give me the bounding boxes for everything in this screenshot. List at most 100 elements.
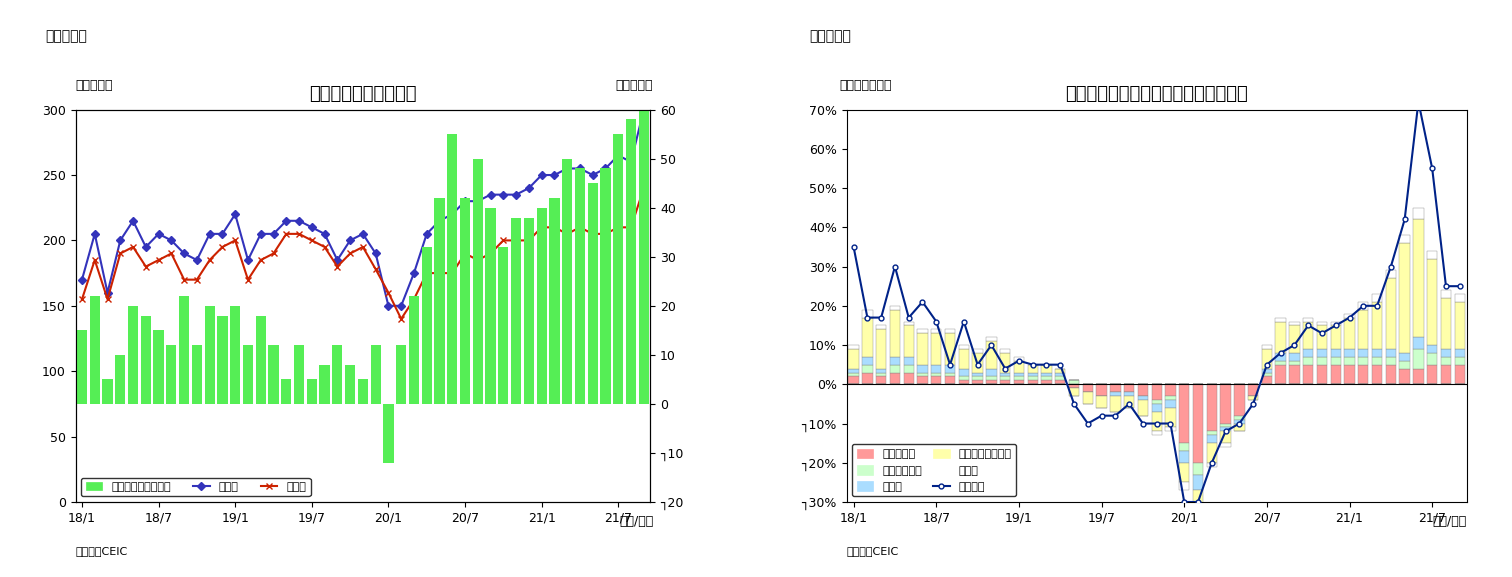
Bar bbox=[1400, 235, 1409, 243]
Text: （年/月）: （年/月） bbox=[1432, 515, 1467, 528]
Bar bbox=[1317, 325, 1328, 349]
Bar bbox=[986, 369, 996, 376]
Bar bbox=[1455, 365, 1465, 384]
Bar bbox=[1042, 365, 1052, 373]
Bar bbox=[307, 380, 318, 404]
Text: （億ドル）: （億ドル） bbox=[615, 80, 653, 92]
Bar bbox=[1220, 432, 1231, 443]
Bar bbox=[1261, 373, 1272, 376]
Bar bbox=[904, 325, 913, 357]
Bar bbox=[1427, 353, 1438, 365]
Bar bbox=[972, 380, 983, 384]
Bar bbox=[1220, 424, 1231, 428]
Bar bbox=[1317, 349, 1328, 357]
Bar bbox=[1414, 349, 1424, 369]
Bar bbox=[1207, 463, 1217, 467]
Bar bbox=[1400, 361, 1409, 369]
Bar bbox=[1207, 384, 1217, 432]
Bar bbox=[1290, 365, 1300, 384]
Bar bbox=[89, 296, 100, 404]
Bar bbox=[848, 373, 859, 376]
Bar bbox=[1152, 384, 1161, 400]
Bar bbox=[1220, 384, 1231, 424]
Bar bbox=[575, 168, 585, 404]
Title: マレーシア　貿易収支: マレーシア 貿易収支 bbox=[308, 84, 417, 103]
Bar bbox=[862, 317, 872, 357]
Bar bbox=[256, 316, 266, 404]
Bar bbox=[1152, 432, 1161, 435]
Bar bbox=[1276, 321, 1285, 353]
Bar bbox=[848, 376, 859, 384]
Bar bbox=[1400, 369, 1409, 384]
Bar bbox=[1317, 365, 1328, 384]
Bar bbox=[889, 306, 900, 310]
Bar bbox=[1179, 451, 1190, 463]
Bar bbox=[1055, 380, 1066, 384]
Bar bbox=[1261, 349, 1272, 369]
Bar bbox=[1152, 412, 1161, 432]
Bar bbox=[1013, 376, 1024, 380]
Bar bbox=[1385, 365, 1396, 384]
Text: （前年同月比）: （前年同月比） bbox=[839, 80, 892, 92]
Bar bbox=[1179, 463, 1190, 482]
Bar bbox=[1179, 384, 1190, 443]
Bar bbox=[1276, 365, 1285, 384]
Bar bbox=[1096, 396, 1107, 408]
Bar bbox=[345, 365, 355, 404]
Bar bbox=[1303, 365, 1314, 384]
Title: マレーシア　輸出の伸び率（品目別）: マレーシア 輸出の伸び率（品目別） bbox=[1066, 84, 1247, 103]
Bar bbox=[931, 373, 942, 376]
Bar bbox=[115, 355, 125, 404]
Bar bbox=[1166, 408, 1176, 428]
Bar bbox=[972, 376, 983, 380]
Bar bbox=[945, 376, 956, 384]
Bar bbox=[1344, 317, 1355, 349]
Bar bbox=[918, 365, 928, 373]
Bar bbox=[1220, 428, 1231, 432]
Bar bbox=[875, 373, 886, 376]
Bar bbox=[889, 310, 900, 357]
Bar bbox=[904, 365, 913, 373]
Bar bbox=[1427, 365, 1438, 384]
Bar bbox=[370, 345, 381, 404]
Bar bbox=[862, 365, 872, 373]
Bar bbox=[986, 341, 996, 369]
Bar bbox=[1166, 384, 1176, 396]
Bar bbox=[1028, 365, 1037, 373]
Bar bbox=[1371, 349, 1382, 357]
Bar bbox=[1400, 243, 1409, 353]
Bar bbox=[1042, 376, 1052, 380]
Bar bbox=[1261, 345, 1272, 349]
Bar bbox=[1385, 349, 1396, 357]
Bar bbox=[959, 376, 969, 380]
Bar bbox=[1110, 396, 1120, 412]
Bar bbox=[422, 247, 432, 404]
Bar bbox=[384, 404, 393, 463]
Text: （資料）CEIC: （資料）CEIC bbox=[76, 546, 129, 556]
Legend: 貿易収支（右目盛）, 輸出額, 輸入額: 貿易収支（右目盛）, 輸出額, 輸入額 bbox=[82, 478, 310, 496]
Bar bbox=[945, 334, 956, 365]
Bar bbox=[1042, 373, 1052, 376]
Bar bbox=[1414, 208, 1424, 219]
Bar bbox=[931, 334, 942, 365]
Bar bbox=[1358, 349, 1368, 357]
Bar bbox=[1290, 321, 1300, 325]
Bar bbox=[1290, 353, 1300, 361]
Bar bbox=[473, 159, 482, 404]
Bar bbox=[358, 380, 367, 404]
Bar bbox=[1013, 373, 1024, 376]
Text: （図表７）: （図表７） bbox=[45, 29, 88, 43]
Bar bbox=[1414, 219, 1424, 337]
Bar bbox=[1400, 353, 1409, 361]
Bar bbox=[999, 349, 1010, 353]
Bar bbox=[1055, 373, 1066, 376]
Bar bbox=[1441, 290, 1452, 298]
Text: （図表８）: （図表８） bbox=[809, 29, 851, 43]
Bar bbox=[999, 373, 1010, 376]
Bar bbox=[1137, 396, 1148, 400]
Bar bbox=[77, 330, 88, 404]
Bar bbox=[1414, 337, 1424, 349]
Bar bbox=[1317, 357, 1328, 365]
Bar bbox=[875, 325, 886, 329]
Bar bbox=[945, 365, 956, 373]
